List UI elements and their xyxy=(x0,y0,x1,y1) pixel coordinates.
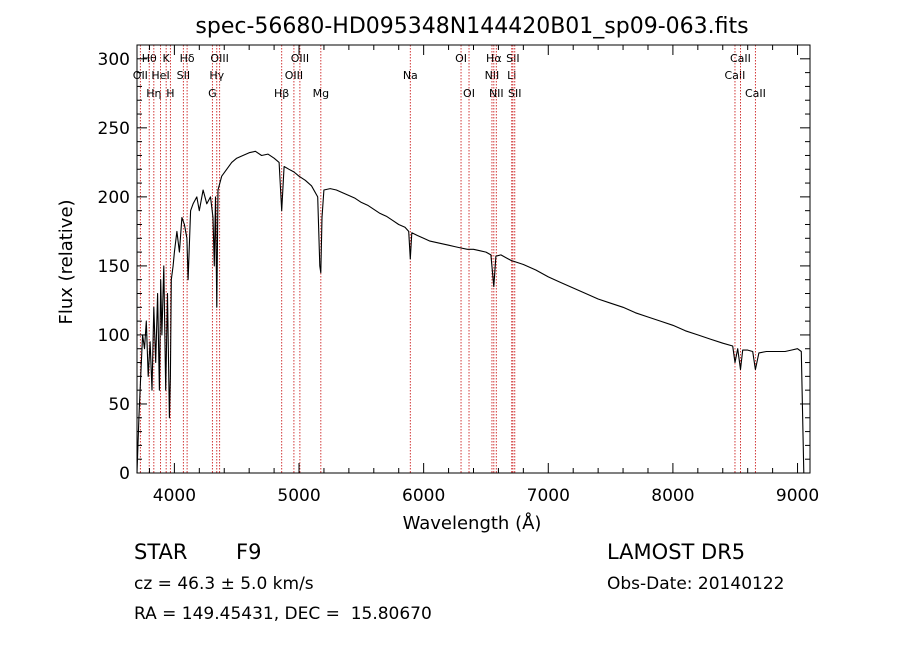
spectrum-layer xyxy=(136,150,805,474)
line-label: CaII xyxy=(730,52,751,65)
line-label: Hα xyxy=(486,52,502,65)
line-label: OIII xyxy=(291,52,309,65)
line-label: OIII xyxy=(210,52,228,65)
line-label: K xyxy=(163,52,171,65)
plot-frame xyxy=(136,44,811,474)
x-tick-label: 8000 xyxy=(651,486,694,506)
redshift-cz: cz = 46.3 ± 5.0 km/s xyxy=(134,574,314,594)
line-label: OI xyxy=(455,52,467,65)
y-tick-label: 100 xyxy=(98,326,130,346)
line-label: OI xyxy=(463,87,475,100)
line-label: G xyxy=(208,87,217,100)
line-label: SII xyxy=(506,52,519,65)
x-tick-label: 5000 xyxy=(277,486,320,506)
x-tick-label: 6000 xyxy=(402,486,445,506)
x-tick-label: 7000 xyxy=(527,486,570,506)
line-label: H xyxy=(166,87,174,100)
object-subclass: F9 xyxy=(236,540,262,564)
x-tick-label: 9000 xyxy=(776,486,819,506)
y-tick-label: 0 xyxy=(119,464,130,484)
line-label: NII xyxy=(485,69,500,82)
y-tick-label: 50 xyxy=(108,395,130,415)
line-markers: OIIHθHηHeIKHSIIHδGHγOIIIHβOIIIOIIIMgNaOI… xyxy=(133,45,766,473)
y-tick-label: 200 xyxy=(98,188,130,208)
line-label: Hη xyxy=(146,87,161,100)
line-label: Li xyxy=(507,69,516,82)
spectrum-series xyxy=(136,150,805,474)
object-class: STAR xyxy=(134,540,188,564)
y-tick-label: 150 xyxy=(98,257,130,277)
chart-title: spec-56680-HD095348N144420B01_sp09-063.f… xyxy=(195,14,748,39)
line-label: HeI xyxy=(151,69,169,82)
y-axis-label: Flux (relative) xyxy=(56,199,77,324)
x-tick-label: 4000 xyxy=(153,486,196,506)
line-label: CaII xyxy=(725,69,746,82)
line-label: Hβ xyxy=(274,87,289,100)
line-label: OIII xyxy=(285,69,303,82)
observation-date: Obs-Date: 20140122 xyxy=(607,574,785,594)
line-label: SII xyxy=(177,69,190,82)
line-label: Na xyxy=(403,69,418,82)
y-tick-label: 300 xyxy=(98,50,130,70)
line-label: Mg xyxy=(313,87,329,100)
line-label: Hδ xyxy=(180,52,195,65)
line-label: SII xyxy=(508,87,521,100)
y-axis: 0 50 100 150 200 250 300 xyxy=(98,44,810,484)
x-axis: 4000 5000 6000 7000 8000 9000 xyxy=(148,45,819,506)
survey-name: LAMOST DR5 xyxy=(607,540,746,564)
x-axis-label: Wavelength (Å) xyxy=(403,512,542,534)
line-label: NII xyxy=(489,87,504,100)
line-label: Hθ xyxy=(142,52,157,65)
line-label: Hγ xyxy=(209,69,224,82)
y-tick-label: 250 xyxy=(98,119,130,139)
ra-dec: RA = 149.45431, DEC = 15.80670 xyxy=(134,604,432,624)
line-label: CaII xyxy=(745,87,766,100)
line-label: OII xyxy=(133,69,148,82)
